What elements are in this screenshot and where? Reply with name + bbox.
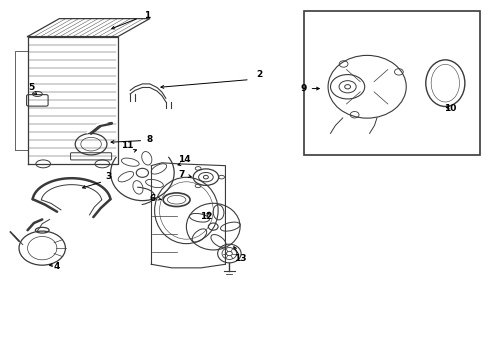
- Text: 2: 2: [257, 71, 263, 80]
- Text: 11: 11: [122, 141, 134, 150]
- Text: 6: 6: [149, 194, 155, 203]
- Text: 13: 13: [234, 254, 246, 263]
- Text: 12: 12: [199, 212, 212, 221]
- Text: 8: 8: [147, 135, 153, 144]
- Text: 1: 1: [144, 11, 150, 20]
- Text: 9: 9: [300, 84, 307, 93]
- Text: 3: 3: [105, 172, 111, 181]
- Bar: [304, 12, 480, 155]
- Text: 7: 7: [178, 170, 185, 179]
- Text: 10: 10: [444, 104, 456, 113]
- Text: 5: 5: [28, 83, 34, 92]
- Text: 14: 14: [177, 155, 190, 164]
- Text: 4: 4: [54, 262, 60, 271]
